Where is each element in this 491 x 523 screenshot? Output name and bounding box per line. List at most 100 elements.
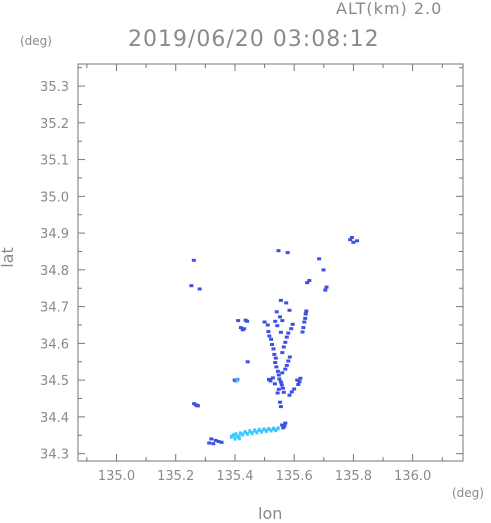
y-unit-label: (deg): [20, 34, 52, 48]
x-tick-label: 135.0: [98, 469, 135, 484]
data-point: [287, 355, 292, 359]
data-point: [266, 330, 271, 334]
data-point: [207, 441, 212, 445]
data-point: [270, 376, 275, 380]
data-point: [276, 387, 281, 391]
y-tick-label: 34.5: [40, 374, 69, 389]
data-point: [241, 432, 245, 437]
data-point: [286, 331, 291, 335]
data-point: [349, 236, 354, 239]
data-point: [243, 430, 247, 434]
data-point: [351, 240, 356, 244]
data-point: [278, 315, 282, 319]
data-point: [355, 239, 359, 243]
data-points: [189, 236, 359, 446]
data-point: [303, 316, 308, 320]
data-point: [236, 319, 241, 323]
data-point: [192, 402, 197, 406]
data-point: [317, 257, 322, 261]
data-point: [189, 284, 194, 288]
data-point: [277, 377, 282, 381]
y-tick-label: 34.7: [40, 301, 69, 316]
data-point: [264, 428, 268, 433]
data-point: [305, 281, 310, 285]
data-point: [298, 376, 303, 380]
data-point: [245, 360, 250, 364]
x-tick-label: 135.4: [216, 469, 253, 484]
data-point: [292, 387, 297, 391]
data-point: [307, 279, 312, 282]
data-point: [276, 249, 281, 253]
data-point: [262, 427, 266, 432]
data-point: [278, 405, 283, 409]
y-tick-label: 34.9: [40, 227, 69, 242]
y-tick-label: 34.8: [40, 264, 69, 279]
data-point: [287, 308, 292, 312]
data-point: [269, 428, 273, 433]
data-point: [245, 431, 249, 436]
data-point: [275, 391, 280, 395]
data-point: [348, 238, 353, 242]
data-point: [250, 431, 254, 436]
data-point: [295, 378, 300, 382]
data-point: [289, 327, 294, 331]
data-point: [209, 437, 214, 441]
data-point: [283, 367, 288, 371]
data-point: [191, 258, 196, 262]
data-point: [234, 432, 238, 437]
data-point: [285, 251, 290, 255]
data-point: [283, 340, 288, 344]
data-point: [324, 285, 329, 289]
data-point: [281, 426, 286, 430]
data-point: [280, 371, 285, 375]
y-tick-label: 35.3: [40, 80, 69, 95]
data-point: [300, 330, 305, 334]
data-point: [281, 390, 286, 394]
data-point: [301, 326, 306, 330]
data-point: [321, 268, 326, 272]
data-point: [271, 347, 276, 351]
data-point: [233, 436, 237, 441]
x-tick-label: 135.6: [276, 469, 313, 484]
data-point: [284, 335, 289, 339]
data-point: [281, 345, 286, 349]
y-tick-label: 35.0: [40, 190, 69, 205]
data-point: [280, 319, 285, 323]
data-point: [278, 380, 283, 384]
data-point: [229, 434, 233, 439]
data-point: [284, 363, 289, 367]
data-point: [278, 400, 282, 404]
data-point: [267, 427, 271, 431]
data-point: [282, 424, 287, 428]
data-point: [260, 429, 264, 434]
data-point: [267, 377, 271, 381]
axis-ticks: 135.0 135.2 135.4 135.6 135.8 136.0 34.3 34.4 34…: [40, 64, 463, 484]
x-tick-label: 135.2: [157, 469, 194, 484]
data-point: [297, 380, 302, 384]
data-point: [278, 330, 283, 334]
data-point: [273, 356, 278, 360]
data-point: [235, 378, 239, 383]
data-point: [237, 436, 241, 441]
data-point: [273, 319, 278, 323]
data-point: [274, 365, 279, 369]
data-point: [248, 429, 252, 434]
data-point: [238, 431, 242, 436]
data-point: [267, 334, 272, 338]
data-point: [238, 326, 243, 330]
data-point: [275, 369, 280, 373]
data-point: [276, 426, 280, 431]
data-point: [245, 319, 250, 323]
data-point: [275, 324, 280, 328]
data-point: [213, 438, 218, 442]
data-point: [269, 337, 274, 341]
x-axis-label: lon: [258, 504, 283, 523]
x-tick-label: 136.0: [394, 469, 431, 484]
data-point: [273, 361, 278, 364]
data-point: [272, 382, 277, 386]
data-point: [290, 322, 295, 326]
y-tick-label: 34.4: [40, 411, 69, 426]
data-point: [302, 320, 307, 324]
data-point: [255, 430, 259, 435]
